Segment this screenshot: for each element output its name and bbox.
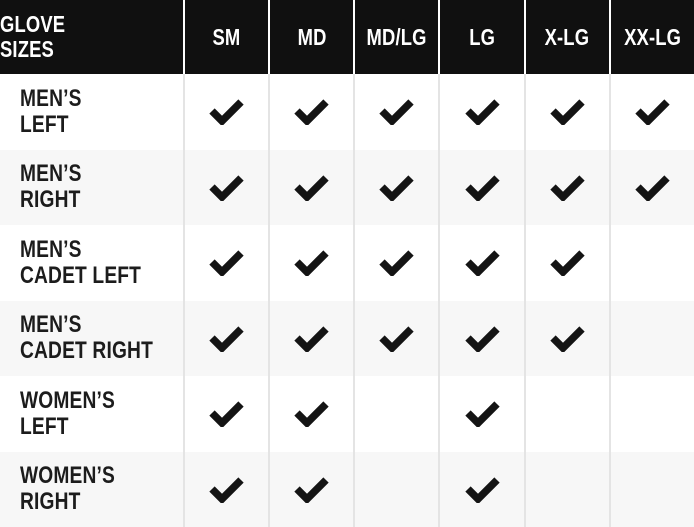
size-cell-mdlg bbox=[355, 149, 439, 225]
checkmark-icon bbox=[294, 250, 329, 277]
checkmark-icon bbox=[379, 99, 415, 126]
size-cell-mdlg bbox=[355, 300, 439, 376]
table-row: MEN’S CADET RIGHT bbox=[0, 300, 694, 376]
size-cell-lg bbox=[440, 74, 524, 150]
column-header-sm: SM bbox=[185, 0, 269, 74]
checkmark-icon bbox=[294, 477, 329, 503]
table-row: WOMEN’S RIGHT bbox=[0, 451, 694, 527]
row-label-text: MEN’S LEFT bbox=[20, 84, 82, 138]
row-label: MEN’S RIGHT bbox=[0, 149, 183, 225]
checkmark-icon bbox=[550, 99, 585, 126]
checkmark-icon bbox=[294, 99, 329, 126]
row-label: MEN’S LEFT bbox=[0, 74, 183, 150]
row-label-text: MEN’S CADET LEFT bbox=[20, 235, 142, 289]
checkmark-icon bbox=[294, 326, 329, 352]
size-cell-md bbox=[270, 74, 354, 150]
size-cell-sm bbox=[185, 149, 269, 225]
table-header-row: GLOVE SIZES SM MD MD/LG LG X-LG XX-LG bbox=[0, 0, 694, 74]
checkmark-icon bbox=[550, 326, 585, 352]
size-cell-mdlg bbox=[355, 376, 439, 452]
size-cell-sm bbox=[185, 300, 269, 376]
size-cell-xlg bbox=[525, 300, 609, 376]
row-label-text: WOMEN’S LEFT bbox=[20, 386, 115, 440]
size-cell-xxlg bbox=[610, 376, 694, 452]
checkmark-icon bbox=[464, 326, 500, 352]
column-header-xlg: X-LG bbox=[525, 0, 609, 74]
size-cell-xlg bbox=[525, 149, 609, 225]
column-header-lg: LG bbox=[440, 0, 524, 74]
checkmark-icon bbox=[379, 175, 415, 201]
table-body: MEN’S LEFT MEN’S RIGHT bbox=[0, 74, 694, 527]
size-cell-xlg bbox=[525, 376, 609, 452]
column-header-mdlg: MD/LG bbox=[355, 0, 439, 74]
size-cell-sm bbox=[185, 74, 269, 150]
row-label: WOMEN’S RIGHT bbox=[0, 451, 183, 527]
size-cell-xxlg bbox=[610, 451, 694, 527]
size-cell-lg bbox=[440, 149, 524, 225]
checkmark-icon bbox=[294, 401, 329, 428]
row-label-text: MEN’S CADET RIGHT bbox=[20, 311, 153, 365]
checkmark-icon bbox=[464, 250, 500, 277]
size-cell-xxlg bbox=[610, 149, 694, 225]
size-cell-lg bbox=[440, 376, 524, 452]
checkmark-icon bbox=[209, 99, 244, 126]
column-header-md: MD bbox=[270, 0, 354, 74]
size-cell-xlg bbox=[525, 74, 609, 150]
size-cell-xlg bbox=[525, 225, 609, 301]
size-cell-mdlg bbox=[355, 451, 439, 527]
size-cell-md bbox=[270, 149, 354, 225]
size-cell-lg bbox=[440, 300, 524, 376]
checkmark-icon bbox=[635, 99, 670, 126]
checkmark-icon bbox=[550, 250, 585, 277]
size-cell-sm bbox=[185, 225, 269, 301]
table-row: MEN’S CADET LEFT bbox=[0, 225, 694, 301]
row-label: MEN’S CADET LEFT bbox=[0, 225, 183, 301]
checkmark-icon bbox=[209, 326, 244, 352]
size-cell-md bbox=[270, 300, 354, 376]
checkmark-icon bbox=[464, 175, 500, 201]
checkmark-icon bbox=[379, 250, 415, 277]
size-cell-xxlg bbox=[610, 300, 694, 376]
size-cell-mdlg bbox=[355, 225, 439, 301]
size-cell-sm bbox=[185, 376, 269, 452]
checkmark-icon bbox=[464, 401, 500, 428]
size-cell-md bbox=[270, 451, 354, 527]
size-cell-md bbox=[270, 376, 354, 452]
row-label: MEN’S CADET RIGHT bbox=[0, 300, 183, 376]
row-label-text: MEN’S RIGHT bbox=[20, 160, 82, 214]
size-cell-md bbox=[270, 225, 354, 301]
checkmark-icon bbox=[209, 250, 244, 277]
size-cell-mdlg bbox=[355, 74, 439, 150]
column-header-xxlg: XX-LG bbox=[610, 0, 694, 74]
checkmark-icon bbox=[464, 477, 500, 503]
checkmark-icon bbox=[209, 401, 244, 428]
size-cell-lg bbox=[440, 451, 524, 527]
row-label-text: WOMEN’S RIGHT bbox=[20, 462, 115, 516]
row-label: WOMEN’S LEFT bbox=[0, 376, 183, 452]
size-cell-xxlg bbox=[610, 74, 694, 150]
table-row: WOMEN’S LEFT bbox=[0, 376, 694, 452]
size-cell-sm bbox=[185, 451, 269, 527]
table-row: MEN’S LEFT bbox=[0, 74, 694, 150]
checkmark-icon bbox=[379, 326, 415, 352]
checkmark-icon bbox=[209, 477, 244, 503]
table-row: MEN’S RIGHT bbox=[0, 149, 694, 225]
checkmark-icon bbox=[550, 175, 585, 201]
size-cell-xxlg bbox=[610, 225, 694, 301]
checkmark-icon bbox=[209, 175, 244, 201]
checkmark-icon bbox=[464, 99, 500, 126]
table-title-text: GLOVE SIZES bbox=[0, 11, 66, 62]
checkmark-icon bbox=[635, 175, 670, 201]
size-cell-xlg bbox=[525, 451, 609, 527]
checkmark-icon bbox=[294, 175, 329, 201]
table-title: GLOVE SIZES bbox=[0, 0, 183, 74]
size-cell-lg bbox=[440, 225, 524, 301]
